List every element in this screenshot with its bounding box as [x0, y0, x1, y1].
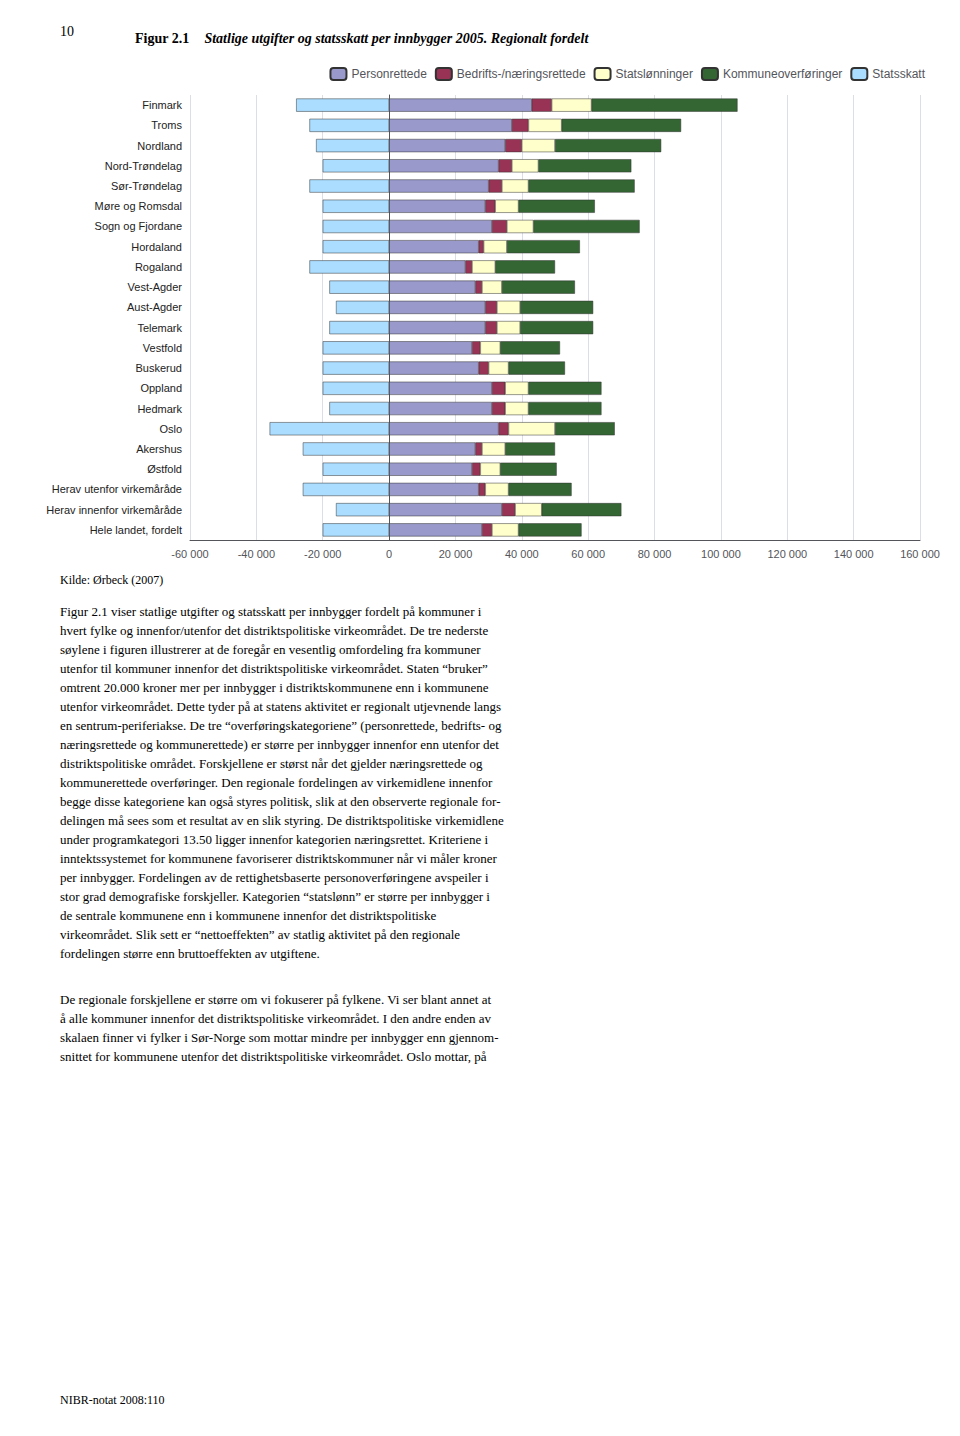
svg-text:Statsskatt: Statsskatt — [872, 67, 925, 81]
svg-text:Herav utenfor virkemåråde: Herav utenfor virkemåråde — [52, 483, 182, 495]
svg-text:utenfor virkeområdet. Dette ty: utenfor virkeområdet. Dette tyder på at … — [60, 699, 501, 714]
svg-text:Vestfold: Vestfold — [143, 342, 182, 354]
svg-text:utenfor til kommuner innenfor: utenfor til kommuner innenfor det distri… — [60, 661, 488, 676]
svg-text:Aust-Agder: Aust-Agder — [127, 301, 182, 313]
svg-text:næringsrettede og kommunerette: næringsrettede og kommunerettede) er stø… — [60, 737, 499, 752]
svg-text:Sogn og Fjordane: Sogn og Fjordane — [95, 220, 182, 232]
svg-text:NIBR-notat 2008:110: NIBR-notat 2008:110 — [60, 1393, 165, 1407]
svg-text:Figur 2.1 viser statlige utgif: Figur 2.1 viser statlige utgifter og sta… — [60, 604, 482, 619]
svg-text:omtrent 20.000 kroner mer per: omtrent 20.000 kroner mer per innbygger … — [60, 680, 489, 695]
svg-text:hvert fylke og innenfor/utenfo: hvert fylke og innenfor/utenfor det dist… — [60, 623, 488, 638]
svg-text:-40 000: -40 000 — [238, 548, 275, 560]
svg-text:Nord-Trøndelag: Nord-Trøndelag — [105, 160, 182, 172]
svg-text:stor grad demografiske forskje: stor grad demografiske forskjeller. Kate… — [60, 889, 490, 904]
svg-text:Bedrifts-/næringsrettede: Bedrifts-/næringsrettede — [457, 67, 586, 81]
svg-text:120 000: 120 000 — [767, 548, 807, 560]
svg-text:Troms: Troms — [151, 119, 182, 131]
svg-text:Vest-Agder: Vest-Agder — [128, 281, 183, 293]
svg-text:Akershus: Akershus — [136, 443, 182, 455]
svg-text:fordelingen større enn bruttoe: fordelingen større enn bruttoeffekten av… — [60, 946, 320, 961]
svg-text:De regionale forskjellene er s: De regionale forskjellene er større om v… — [60, 992, 491, 1007]
svg-text:Finmark: Finmark — [142, 99, 182, 111]
svg-text:en sentrum-periferiakse. De tr: en sentrum-periferiakse. De tre “overfør… — [60, 718, 502, 733]
svg-text:40 000: 40 000 — [505, 548, 539, 560]
svg-text:per innbygger. Fordelingen av: per innbygger. Fordelingen av de rettigh… — [60, 870, 489, 885]
svg-text:100 000: 100 000 — [701, 548, 741, 560]
svg-text:under programkategori 13.50 li: under programkategori 13.50 ligger innen… — [60, 832, 489, 847]
svg-text:skalaen finner vi fylker i Sør: skalaen finner vi fylker i Sør-Norge som… — [60, 1030, 499, 1045]
svg-text:60 000: 60 000 — [571, 548, 605, 560]
svg-text:Rogaland: Rogaland — [135, 261, 182, 273]
svg-text:Kommuneoverføringer: Kommuneoverføringer — [723, 67, 842, 81]
svg-text:10: 10 — [60, 24, 74, 39]
svg-text:Telemark: Telemark — [137, 322, 182, 334]
svg-text:å alle kommuner innenfor det d: å alle kommuner innenfor det distriktspo… — [60, 1011, 492, 1026]
svg-text:Statslønninger: Statslønninger — [616, 67, 693, 81]
svg-text:distriktspolitiske området. Fo: distriktspolitiske området. Forskjellene… — [60, 756, 483, 771]
svg-text:-60 000: -60 000 — [171, 548, 208, 560]
svg-text:0: 0 — [386, 548, 392, 560]
svg-text:Statlige utgifter og statsskat: Statlige utgifter og statsskatt per innb… — [204, 31, 589, 46]
svg-text:Hedmark: Hedmark — [137, 403, 182, 415]
svg-text:140 000: 140 000 — [834, 548, 874, 560]
svg-text:Sør-Trøndelag: Sør-Trøndelag — [111, 180, 182, 192]
svg-text:80 000: 80 000 — [638, 548, 672, 560]
svg-text:160 000: 160 000 — [900, 548, 940, 560]
svg-text:Figur 2.1: Figur 2.1 — [135, 31, 189, 46]
svg-text:søylene i figuren illustrerer: søylene i figuren illustrerer at de fore… — [60, 642, 481, 657]
svg-text:inntektssystemet for kommunene: inntektssystemet for kommunene favoriser… — [60, 851, 497, 866]
svg-text:Herav innenfor virkemåråde: Herav innenfor virkemåråde — [46, 504, 182, 516]
svg-text:-20 000: -20 000 — [304, 548, 341, 560]
svg-text:Kilde: Ørbeck (2007): Kilde: Ørbeck (2007) — [60, 573, 163, 587]
svg-text:Buskerud: Buskerud — [136, 362, 182, 374]
svg-text:Personrettede: Personrettede — [351, 67, 427, 81]
svg-text:de sentrale kommunene enn i ko: de sentrale kommunene enn i kommunene in… — [60, 908, 436, 923]
svg-text:begge disse kategoriene kan og: begge disse kategoriene kan også styres … — [60, 794, 501, 809]
svg-text:Oppland: Oppland — [140, 382, 182, 394]
svg-text:Hordaland: Hordaland — [131, 241, 182, 253]
svg-text:virkeområdet. Slik sett er “ne: virkeområdet. Slik sett er “nettoeffekte… — [60, 927, 460, 942]
svg-text:20 000: 20 000 — [439, 548, 473, 560]
svg-text:Oslo: Oslo — [159, 423, 182, 435]
svg-text:kommunerettede overføringer. D: kommunerettede overføringer. Den regiona… — [60, 775, 493, 790]
svg-text:Møre og Romsdal: Møre og Romsdal — [95, 200, 182, 212]
svg-text:Nordland: Nordland — [137, 140, 182, 152]
svg-text:Østfold: Østfold — [147, 463, 182, 475]
svg-text:snittet for kommunene utenfor: snittet for kommunene utenfor det distri… — [60, 1049, 487, 1064]
svg-text:delingen må sees som et result: delingen må sees som et resultat av en s… — [60, 813, 504, 828]
svg-text:Hele landet, fordelt: Hele landet, fordelt — [90, 524, 182, 536]
